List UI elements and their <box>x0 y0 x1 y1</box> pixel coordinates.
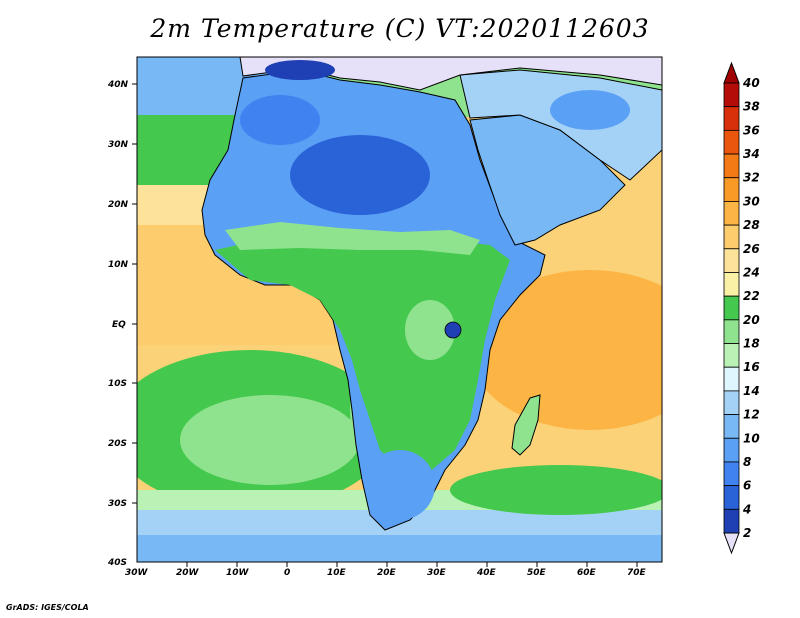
colorbar-label: 34 <box>743 147 760 161</box>
colorbar-swatch <box>723 153 740 179</box>
lon-tick-label: 40E <box>476 568 497 578</box>
sahel-green-band <box>225 222 480 255</box>
colorbar-label: 2 <box>743 526 751 540</box>
colorbar-label: 18 <box>743 337 760 351</box>
lat-tick-label: 40N <box>107 80 129 90</box>
lon-tick-label: 10E <box>327 568 347 578</box>
colorbar-label: 10 <box>743 431 760 445</box>
lat-axis: 40N 30N 20N 10N EQ 10S 20S 30S 40S <box>107 80 137 568</box>
colorbar-swatch <box>723 508 740 534</box>
colorbar-below-arrow <box>723 532 740 555</box>
iran-cold <box>550 90 630 130</box>
lat-tick-label: 30S <box>108 499 127 509</box>
colorbar-swatch <box>723 177 740 202</box>
lon-tick-label: 0 <box>284 568 290 578</box>
colorbar-swatch <box>723 224 740 250</box>
colorbar-swatch <box>723 437 740 463</box>
colorbar-label: 6 <box>743 479 751 493</box>
colorbar-label: 38 <box>743 100 760 114</box>
colorbar-label: 22 <box>743 289 760 303</box>
colorbar-label: 32 <box>743 171 760 185</box>
colorbar-label: 30 <box>743 194 760 208</box>
lon-tick-label: 60E <box>577 568 597 578</box>
lon-tick-label: 70E <box>627 568 647 578</box>
lat-tick-label: 30N <box>108 140 129 150</box>
lake-victoria <box>444 321 462 339</box>
colorbar-swatch <box>723 82 740 108</box>
lat-tick-label: 20S <box>108 439 127 449</box>
lon-tick-label: 30E <box>427 568 447 578</box>
colorbar-swatch <box>723 106 740 131</box>
colorbar-swatch <box>723 319 740 344</box>
colorbar-swatch <box>723 295 740 321</box>
colorbar-swatch <box>723 129 740 155</box>
central-africa-zone <box>405 300 455 360</box>
colorbar-swatch <box>723 414 740 439</box>
credit-text: GrADS: IGES/COLA <box>6 603 89 612</box>
iberia-cold <box>265 60 335 80</box>
lat-tick-label: EQ <box>112 320 126 330</box>
colorbar-label: 12 <box>743 408 760 422</box>
colorbar-swatch <box>723 272 740 297</box>
colorbar-swatch <box>723 201 740 226</box>
colorbar-label: 14 <box>743 384 760 398</box>
colorbar-label: 36 <box>743 123 760 137</box>
maghreb-cold <box>240 95 320 145</box>
colorbar-swatch <box>723 366 740 392</box>
sahara-cold <box>290 135 430 215</box>
southern-coldest-band <box>137 535 662 562</box>
africa-green-zone <box>215 240 510 480</box>
indian-ocean-warm <box>470 270 662 430</box>
lon-tick-label: 10W <box>226 568 250 578</box>
colorbar-label: 24 <box>743 265 760 279</box>
colorbar-above-arrow <box>723 61 740 84</box>
colorbar-swatch <box>723 461 740 487</box>
colorbar-swatch <box>723 343 740 368</box>
lat-tick-label: 40S <box>107 558 127 568</box>
colorbar-label: 8 <box>743 455 751 469</box>
colorbar-label: 20 <box>743 313 760 327</box>
lat-tick-label: 20N <box>108 200 129 210</box>
colorbar-label: 26 <box>743 242 760 256</box>
south-indian-band <box>450 465 662 515</box>
lon-tick-label: 20E <box>377 568 397 578</box>
colorbar-label: 4 <box>742 502 751 516</box>
colorbar-swatch <box>723 248 740 273</box>
lat-tick-label: 10S <box>108 379 127 389</box>
map-plot-area <box>137 57 662 562</box>
colorbar-swatch <box>723 485 740 510</box>
colorbar: 40 38 36 34 32 30 28 26 24 22 20 18 16 14 12 10 8 6 4 2 <box>723 61 760 555</box>
madagascar <box>511 394 541 456</box>
lat-tick-label: 10N <box>108 260 129 270</box>
colorbar-label: 40 <box>742 76 760 90</box>
lon-tick-label: 30W <box>125 568 149 578</box>
colorbar-swatch <box>723 390 740 415</box>
map-frame <box>136 56 663 563</box>
lon-tick-label: 50E <box>527 568 547 578</box>
map-title: 2m Temperature (C) VT:2020112603 <box>150 14 650 43</box>
lon-axis: 30W 20W 10W 0 10E 20E 30E 40E 50E 60E 70… <box>125 562 647 578</box>
lon-tick-label: 20W <box>176 568 200 578</box>
colorbar-label: 16 <box>743 360 760 374</box>
southern-africa-cool <box>365 450 435 520</box>
south-atlantic-inner <box>180 395 360 485</box>
colorbar-label: 28 <box>743 218 760 232</box>
